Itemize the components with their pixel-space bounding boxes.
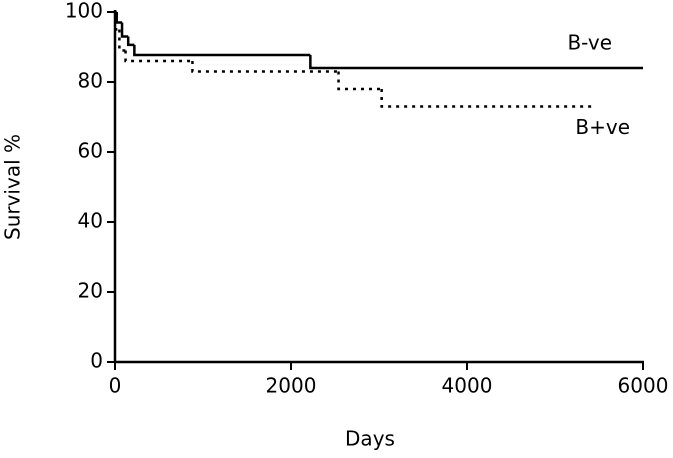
- y-tick-label: 60: [78, 139, 103, 163]
- survival-step: [118, 29, 126, 52]
- survival-step: [380, 89, 595, 108]
- survival-step: [114, 12, 120, 31]
- y-tick-label: 40: [78, 209, 103, 233]
- survival-step: [126, 36, 135, 47]
- x-tick-label: 4000: [442, 374, 493, 398]
- y-axis-title: Survival %: [1, 134, 25, 240]
- survival-step: [120, 22, 129, 38]
- x-tick-label: 2000: [266, 374, 317, 398]
- survival-step: [115, 12, 123, 24]
- x-tick-label: 6000: [618, 374, 669, 398]
- y-tick-label: 100: [65, 0, 103, 23]
- survival-step: [309, 55, 643, 70]
- survival-step: [337, 71, 382, 91]
- y-tick-label: 20: [78, 279, 103, 303]
- survival-step: [133, 44, 311, 57]
- x-axis-title: Days: [345, 427, 395, 451]
- y-tick-label: 0: [90, 349, 103, 373]
- survival-step: [191, 61, 339, 73]
- x-tick-label: 0: [109, 374, 122, 398]
- series-label: B+ve: [575, 115, 630, 139]
- y-tick-label: 80: [78, 69, 103, 93]
- series-label: B-ve: [567, 31, 612, 55]
- survival-step: [124, 50, 193, 63]
